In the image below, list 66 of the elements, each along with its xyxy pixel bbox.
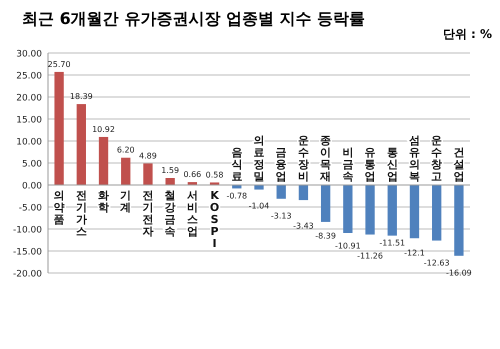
y-tick-label: 30.00 (16, 50, 42, 60)
bar (343, 185, 353, 234)
bar (276, 185, 286, 199)
x-tick-label: 화학 (98, 189, 110, 214)
x-tick-label: 운수창고 (431, 134, 442, 183)
y-tick-label: -10.00 (12, 226, 42, 236)
data-label: -0.78 (226, 191, 248, 200)
data-label: -1.04 (248, 201, 270, 210)
y-tick-label: 5.00 (22, 160, 42, 170)
data-label: 0.66 (183, 170, 202, 180)
data-label: 6.20 (116, 146, 135, 155)
data-label: -16.09 (446, 268, 472, 278)
bar (165, 178, 175, 185)
bar (388, 185, 397, 236)
data-label: -8.39 (315, 231, 336, 240)
data-label: 1.59 (161, 166, 180, 176)
bar (410, 185, 420, 238)
bar (76, 104, 86, 185)
x-tick-label: 섬유의복 (408, 134, 420, 183)
y-tick-label: 25.00 (16, 72, 42, 82)
bar (365, 185, 375, 235)
x-tick-label: 서비스업 (186, 189, 198, 238)
x-tick-label: 음식료 (231, 146, 242, 183)
x-tick-label: 전기전자 (142, 189, 154, 238)
y-tick-label: 10.00 (16, 138, 42, 148)
y-tick-label: 0.00 (22, 182, 42, 192)
data-label: 4.89 (139, 151, 157, 160)
data-label: -11.51 (379, 238, 406, 248)
bar (54, 72, 64, 185)
data-label: -11.26 (357, 251, 383, 260)
x-tick-label: 통신업 (386, 146, 398, 183)
x-tick-label: 운수장비 (298, 134, 309, 183)
bar (298, 185, 308, 200)
x-tick-label: 금융업 (276, 146, 287, 183)
data-label: -12.63 (424, 258, 450, 268)
data-label: 10.92 (92, 124, 115, 134)
x-tick-label: 전기가스 (76, 189, 87, 238)
data-label: 0.58 (206, 170, 224, 180)
data-label: -12.1 (404, 248, 425, 258)
bar (98, 136, 108, 185)
bar (432, 185, 442, 241)
x-tick-label: 종이목재 (319, 134, 332, 183)
data-label: -3.43 (293, 221, 314, 230)
bar (121, 158, 130, 185)
bar (454, 185, 464, 256)
data-label: 25.70 (48, 60, 71, 69)
y-tick-label: 20.00 (16, 94, 42, 104)
x-tick-label: 비금속 (342, 146, 354, 183)
bar (143, 163, 153, 185)
y-tick-label: -20.00 (12, 270, 42, 280)
data-label: -3.13 (270, 211, 292, 220)
chart-title: 최근 6개월간 유가증권시장 업종별 지수 등락률 (22, 9, 365, 28)
y-tick-label: -5.00 (18, 204, 42, 214)
x-tick-label: 유통업 (364, 146, 376, 183)
x-tick-label: 의약품 (54, 189, 65, 226)
bar (320, 185, 330, 222)
y-tick-label: 15.00 (16, 116, 42, 126)
data-label: 18.39 (70, 92, 93, 102)
x-tick-label: 철강금속 (164, 189, 176, 238)
x-tick-label: KOSPI (210, 189, 220, 250)
y-tick-label: -15.00 (12, 248, 42, 258)
x-tick-label: 건설업 (452, 146, 464, 183)
x-tick-label: 기계 (120, 189, 132, 214)
x-tick-label: 의료정밀 (254, 134, 264, 183)
text: 단위 : % (442, 27, 492, 41)
data-label: -10.91 (334, 241, 361, 250)
